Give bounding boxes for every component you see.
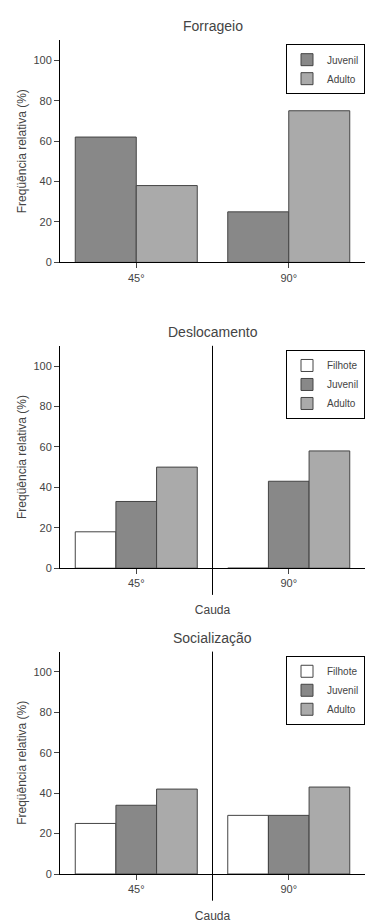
svg-text:0: 0 bbox=[46, 868, 52, 880]
svg-text:45°: 45° bbox=[128, 577, 145, 589]
svg-text:Adulto: Adulto bbox=[327, 704, 356, 715]
svg-text:100: 100 bbox=[33, 54, 51, 66]
svg-text:100: 100 bbox=[33, 666, 51, 678]
svg-text:60: 60 bbox=[40, 441, 52, 453]
svg-text:Socialização: Socialização bbox=[173, 630, 252, 646]
svg-text:Filhote: Filhote bbox=[327, 666, 357, 677]
svg-text:45°: 45° bbox=[128, 272, 145, 284]
svg-text:40: 40 bbox=[40, 175, 52, 187]
svg-text:0: 0 bbox=[46, 256, 52, 268]
svg-text:Juvenil: Juvenil bbox=[327, 379, 358, 390]
svg-text:20: 20 bbox=[40, 216, 52, 228]
svg-text:Deslocamento: Deslocamento bbox=[168, 324, 258, 340]
svg-text:Cauda: Cauda bbox=[195, 909, 231, 923]
svg-text:20: 20 bbox=[40, 522, 52, 534]
svg-text:80: 80 bbox=[40, 400, 52, 412]
svg-text:45°: 45° bbox=[128, 883, 145, 895]
svg-text:90°: 90° bbox=[280, 577, 297, 589]
svg-text:Freqüência relativa (%): Freqüência relativa (%) bbox=[15, 701, 29, 825]
svg-text:Juvenil: Juvenil bbox=[327, 55, 358, 66]
svg-text:40: 40 bbox=[40, 787, 52, 799]
svg-text:40: 40 bbox=[40, 481, 52, 493]
svg-text:Forrageio: Forrageio bbox=[183, 18, 243, 34]
svg-text:Freqüência relativa (%): Freqüência relativa (%) bbox=[15, 395, 29, 519]
svg-text:Adulto: Adulto bbox=[327, 398, 356, 409]
svg-text:Juvenil: Juvenil bbox=[327, 685, 358, 696]
svg-text:Adulto: Adulto bbox=[327, 74, 356, 85]
svg-text:90°: 90° bbox=[280, 883, 297, 895]
svg-text:0: 0 bbox=[46, 562, 52, 574]
svg-text:90°: 90° bbox=[280, 272, 297, 284]
svg-text:Cauda: Cauda bbox=[195, 603, 231, 617]
svg-text:100: 100 bbox=[33, 360, 51, 372]
svg-text:20: 20 bbox=[40, 827, 52, 839]
svg-text:60: 60 bbox=[40, 135, 52, 147]
svg-text:80: 80 bbox=[40, 706, 52, 718]
svg-text:60: 60 bbox=[40, 747, 52, 759]
svg-text:80: 80 bbox=[40, 95, 52, 107]
svg-text:Filhote: Filhote bbox=[327, 360, 357, 371]
svg-text:Freqüência relativa (%): Freqüência relativa (%) bbox=[15, 89, 29, 213]
